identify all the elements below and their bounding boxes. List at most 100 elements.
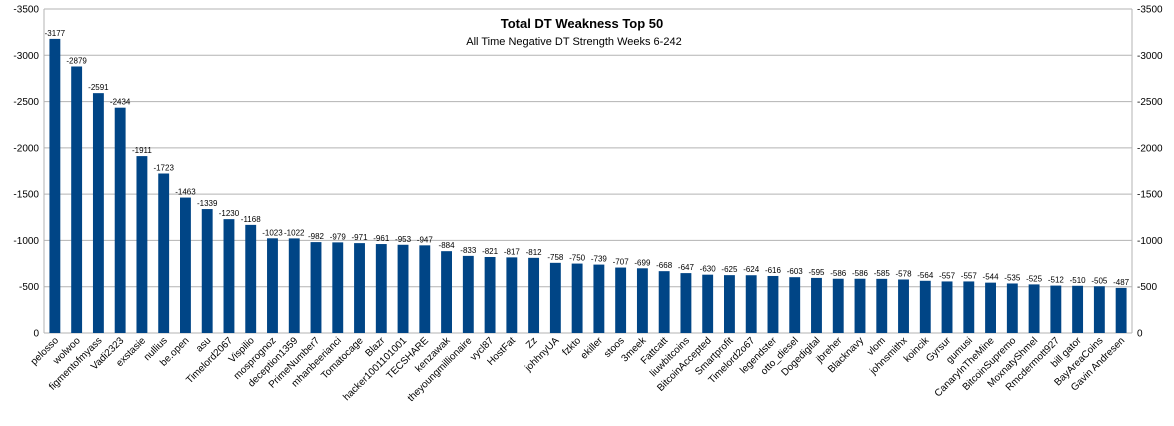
bar <box>419 245 431 333</box>
data-label: -953 <box>395 235 412 244</box>
data-label: -512 <box>1048 276 1065 285</box>
y-tick-label-left: 0 <box>33 329 39 340</box>
data-label: -544 <box>983 273 1000 282</box>
data-label: -2434 <box>110 98 131 107</box>
bar <box>1115 287 1127 333</box>
bar <box>832 278 844 333</box>
bar <box>898 279 909 333</box>
bar <box>245 224 257 333</box>
data-label: -884 <box>439 241 456 250</box>
data-label: -707 <box>613 258 630 267</box>
bar <box>1006 283 1018 333</box>
bar <box>1072 285 1084 333</box>
bar <box>854 278 866 333</box>
bar <box>375 244 387 333</box>
data-label: -699 <box>634 258 651 267</box>
data-labels: -3177 -2879 -2591-2434 -1911-1723 -1463-1339… <box>45 29 1130 287</box>
bar <box>223 219 235 333</box>
bar <box>571 263 583 333</box>
y-tick-label-right: -1500 <box>1137 190 1163 201</box>
bar <box>462 255 474 333</box>
data-label: -758 <box>547 253 564 262</box>
bar <box>876 278 888 333</box>
category-labels: pelossowolwoofigmentofmyassVadi2323exsta… <box>29 335 1127 404</box>
bar <box>1028 284 1040 333</box>
data-label: -3177 <box>45 29 66 38</box>
data-label: -624 <box>743 265 760 274</box>
data-label: -821 <box>482 247 499 256</box>
data-label: -625 <box>721 265 738 274</box>
bar <box>288 238 300 333</box>
data-label: -979 <box>330 232 347 241</box>
bar <box>310 242 322 333</box>
bar <box>114 107 126 333</box>
y-tick-label-left: -1500 <box>13 190 39 201</box>
bar <box>201 209 213 333</box>
data-label: -564 <box>917 271 934 280</box>
bar <box>71 66 83 334</box>
data-label: -595 <box>808 268 825 277</box>
bar <box>1050 285 1062 333</box>
data-label: -1168 <box>241 215 261 224</box>
chart-subtitle: All Time Negative DT Strength Weeks 6-24… <box>466 36 681 48</box>
data-label: -1230 <box>219 209 240 218</box>
x-category-label: ekiller <box>579 335 606 362</box>
bar <box>745 275 757 333</box>
bar <box>985 282 996 333</box>
y-tick-label-right: -1000 <box>1137 236 1163 247</box>
bar <box>767 275 779 333</box>
data-label: -603 <box>787 267 804 276</box>
data-label: -1023 <box>262 228 283 237</box>
data-label: -557 <box>961 271 978 280</box>
bar <box>724 275 735 333</box>
bar <box>1093 286 1105 333</box>
bar <box>549 262 561 333</box>
y-tick-label-right: -3500 <box>1137 5 1163 16</box>
bar <box>615 267 627 333</box>
chart-title: Total DT Weakness Top 50 <box>501 16 664 31</box>
data-label: -510 <box>1070 276 1087 285</box>
bar <box>636 268 648 333</box>
bar <box>158 173 170 333</box>
bar <box>484 256 496 333</box>
bars <box>49 38 1127 334</box>
y-tick-label-left: -2500 <box>13 97 39 108</box>
data-label: -535 <box>1004 273 1021 282</box>
data-label: -750 <box>569 254 586 263</box>
bar <box>92 93 104 333</box>
data-label: -647 <box>678 263 695 272</box>
data-label: -812 <box>526 248 543 257</box>
data-label: -961 <box>373 234 390 243</box>
bar <box>919 280 931 333</box>
data-label: -586 <box>852 269 869 278</box>
data-label: -585 <box>874 269 891 278</box>
bar <box>441 251 452 333</box>
y-tick-label-right: -500 <box>1137 282 1157 293</box>
data-label: -578 <box>896 269 913 278</box>
bar <box>332 242 344 333</box>
y-tick-label-right: -2500 <box>1137 97 1163 108</box>
y-tick-label-right: 0 <box>1137 329 1143 340</box>
bar <box>789 277 801 333</box>
data-label: -1911 <box>132 146 152 155</box>
bar <box>680 273 692 333</box>
y-tick-label-right: -3000 <box>1137 51 1163 62</box>
data-label: -525 <box>1026 274 1043 283</box>
y-tick-label-left: -500 <box>19 282 39 293</box>
data-label: -1022 <box>284 228 305 237</box>
data-label: -616 <box>765 266 782 275</box>
data-label: -487 <box>1113 278 1130 287</box>
data-label: -2591 <box>88 83 109 92</box>
axes: 0 0 -500 -500 -1000 -1000 -1500 -1500 -2000 -2000… <box>13 5 1163 340</box>
data-label: -586 <box>830 269 847 278</box>
y-tick-label-left: -2000 <box>13 143 39 154</box>
data-label: -739 <box>591 255 608 264</box>
bar <box>180 197 191 333</box>
bar <box>702 274 714 333</box>
x-category-label: Zz <box>524 335 540 351</box>
y-tick-label-left: -3500 <box>13 5 39 16</box>
bar <box>136 156 148 333</box>
data-label: -630 <box>700 265 717 274</box>
data-label: -1339 <box>197 199 218 208</box>
